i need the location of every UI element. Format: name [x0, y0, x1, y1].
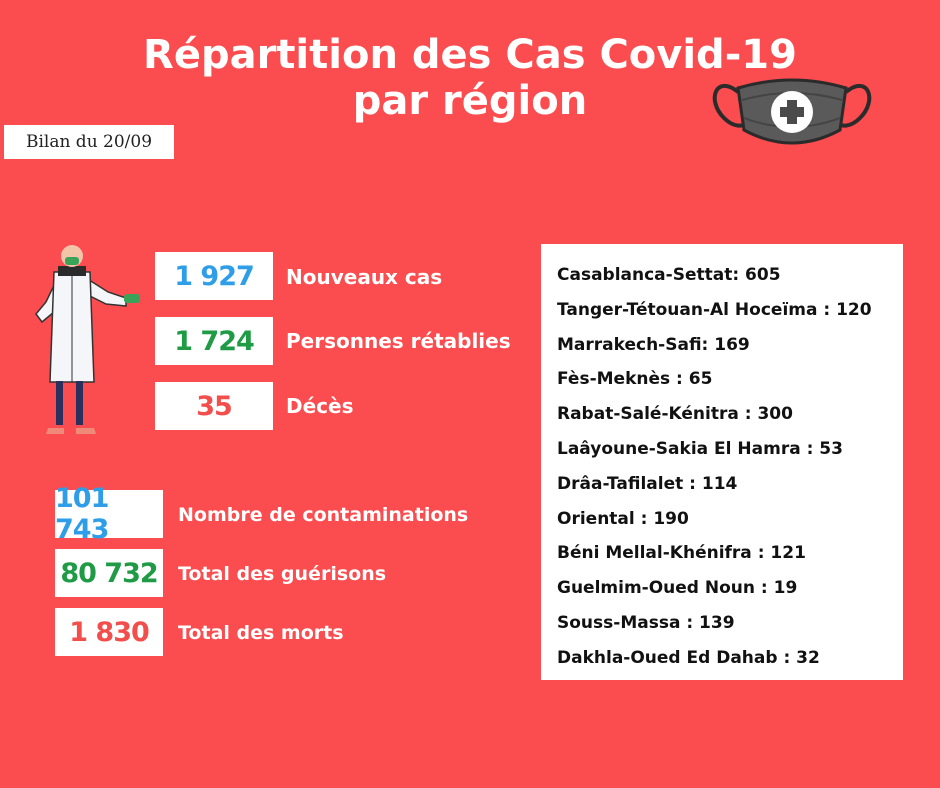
region-item: Béni Mellal-Khénifra : 121: [557, 543, 806, 564]
region-item: Dakhla-Oued Ed Dahab : 32: [557, 647, 820, 668]
region-item: Tanger-Tétouan-Al Hoceïma : 120: [557, 299, 872, 320]
deaths-value: 35: [155, 382, 273, 430]
recovered-value: 1 724: [155, 317, 273, 365]
recovered-label: Personnes rétablies: [286, 329, 511, 353]
total-deaths-label: Total des morts: [178, 622, 344, 644]
region-item: Oriental : 190: [557, 508, 689, 529]
region-item: Casablanca-Settat: 605: [557, 265, 781, 285]
total-deaths-value: 1 830: [55, 608, 163, 656]
page-subtitle: par région: [352, 78, 588, 124]
regions-panel: Casablanca-Settat: 605 Tanger-Tétouan-Al…: [541, 244, 903, 680]
new-cases-label: Nouveaux cas: [286, 265, 443, 289]
doctor-illustration: [35, 245, 140, 434]
region-item: Souss-Massa : 139: [557, 612, 735, 633]
page-title: Répartition des Cas Covid-19: [143, 32, 797, 78]
total-recoveries-value: 80 732: [55, 549, 163, 597]
region-item: Guelmim-Oued Noun : 19: [557, 578, 798, 599]
region-item: Drâa-Tafilalet : 114: [557, 473, 738, 494]
regions-list: Casablanca-Settat: 605 Tanger-Tétouan-Al…: [541, 244, 903, 676]
total-recoveries-label: Total des guérisons: [178, 563, 387, 585]
region-item: Rabat-Salé-Kénitra : 300: [557, 404, 793, 425]
region-item: Marrakech-Safi: 169: [557, 334, 750, 355]
face-mask-icon: [712, 78, 872, 145]
total-contaminations-value: 101 743: [55, 483, 163, 545]
region-item: Laâyoune-Sakia El Hamra : 53: [557, 438, 843, 459]
date-badge: Bilan du 20/09: [4, 125, 174, 159]
region-item: Fès-Meknès : 65: [557, 369, 713, 390]
total-contaminations-label: Nombre de contaminations: [178, 504, 469, 526]
new-cases-value: 1 927: [155, 252, 273, 300]
deaths-label: Décès: [286, 394, 354, 418]
